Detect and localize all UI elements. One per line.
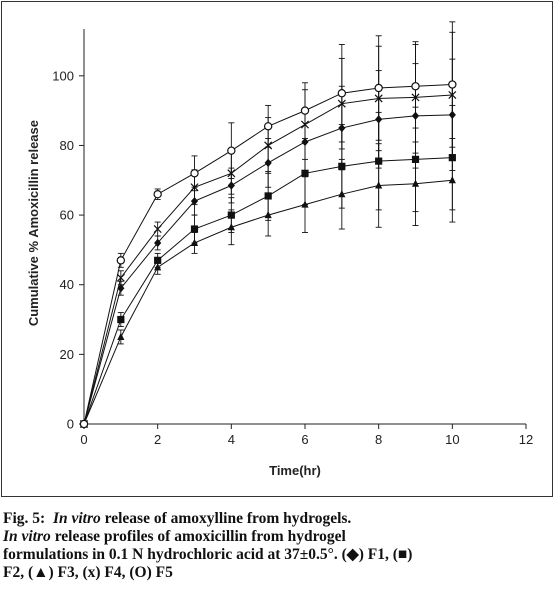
caption-line-4: F2, (▲) F3, (x) F4, (O) F5 bbox=[3, 564, 173, 581]
x-tick-label: 10 bbox=[445, 432, 459, 447]
x-tick-label: 4 bbox=[228, 432, 235, 447]
data-point bbox=[301, 169, 309, 177]
x-axis-title: Time(hr) bbox=[269, 463, 321, 478]
data-point bbox=[117, 332, 125, 340]
figure-border bbox=[1, 1, 553, 497]
figure-panel: 0 2 4 6 8 10 12 0 20 40 60 80 100 Time(hr) Cumulativ… bbox=[1, 1, 553, 497]
data-point bbox=[300, 106, 310, 115]
caption-text-1: release of amoxylline from hydrogels. bbox=[100, 510, 352, 527]
y-axis-title: Cumulative % Amoxicillin release bbox=[26, 120, 41, 326]
data-point bbox=[190, 169, 199, 178]
data-point bbox=[190, 225, 199, 233]
data-point bbox=[116, 273, 125, 282]
caption-line-1: Fig. 5: In vitro release of amoxylline f… bbox=[3, 510, 557, 528]
series-layer bbox=[79, 21, 457, 429]
y-tick-label: 100 bbox=[52, 68, 74, 83]
y-tick-label: 20 bbox=[60, 347, 74, 362]
data-point bbox=[154, 263, 162, 271]
series-F3 bbox=[80, 138, 456, 427]
data-point bbox=[116, 256, 126, 265]
data-point bbox=[117, 315, 125, 324]
x-tick-label: 0 bbox=[80, 432, 87, 447]
data-point bbox=[79, 419, 89, 429]
data-point bbox=[448, 80, 457, 89]
x-tick-label: 2 bbox=[154, 432, 161, 447]
series-F5 bbox=[79, 21, 457, 429]
figure-caption: Fig. 5: In vitro release of amoxylline f… bbox=[3, 510, 557, 582]
caption-line-3: formulations in 0.1 N hydrochloric acid … bbox=[3, 546, 413, 563]
data-point bbox=[154, 238, 162, 248]
x-tick-label: 6 bbox=[301, 432, 308, 447]
caption-line-2: In vitro release profiles of amoxicillin… bbox=[3, 528, 557, 546]
data-point bbox=[411, 179, 420, 187]
x-tick-label: 8 bbox=[375, 432, 382, 447]
data-point bbox=[375, 181, 383, 189]
data-point bbox=[153, 189, 162, 199]
caption-italic-1: In vitro bbox=[52, 510, 101, 527]
data-point bbox=[263, 122, 273, 131]
caption-text-2: release profiles of amoxicillin from hyd… bbox=[50, 528, 346, 545]
data-point bbox=[227, 223, 235, 231]
data-point bbox=[301, 200, 309, 208]
data-point bbox=[264, 210, 272, 219]
data-point bbox=[448, 176, 456, 184]
y-tick-label: 40 bbox=[60, 277, 74, 292]
y-tick-label: 80 bbox=[60, 138, 74, 153]
x-tick-label: 12 bbox=[519, 432, 533, 447]
fig-label: Fig. 5: bbox=[3, 510, 46, 527]
y-tick-label: 60 bbox=[60, 208, 74, 223]
data-point bbox=[190, 238, 199, 246]
data-point bbox=[153, 224, 162, 234]
release-chart: 0 2 4 6 8 10 12 0 20 40 60 80 100 Time(hr) Cumulativ… bbox=[26, 21, 533, 478]
data-point bbox=[337, 89, 347, 98]
data-point bbox=[227, 146, 236, 155]
ticks: 0 2 4 6 8 10 12 0 20 40 60 80 100 bbox=[52, 68, 533, 447]
caption-italic-2: In vitro bbox=[3, 528, 51, 545]
data-point bbox=[411, 82, 420, 91]
data-point bbox=[374, 83, 383, 93]
data-point bbox=[338, 190, 346, 198]
y-tick-label: 0 bbox=[67, 417, 74, 432]
